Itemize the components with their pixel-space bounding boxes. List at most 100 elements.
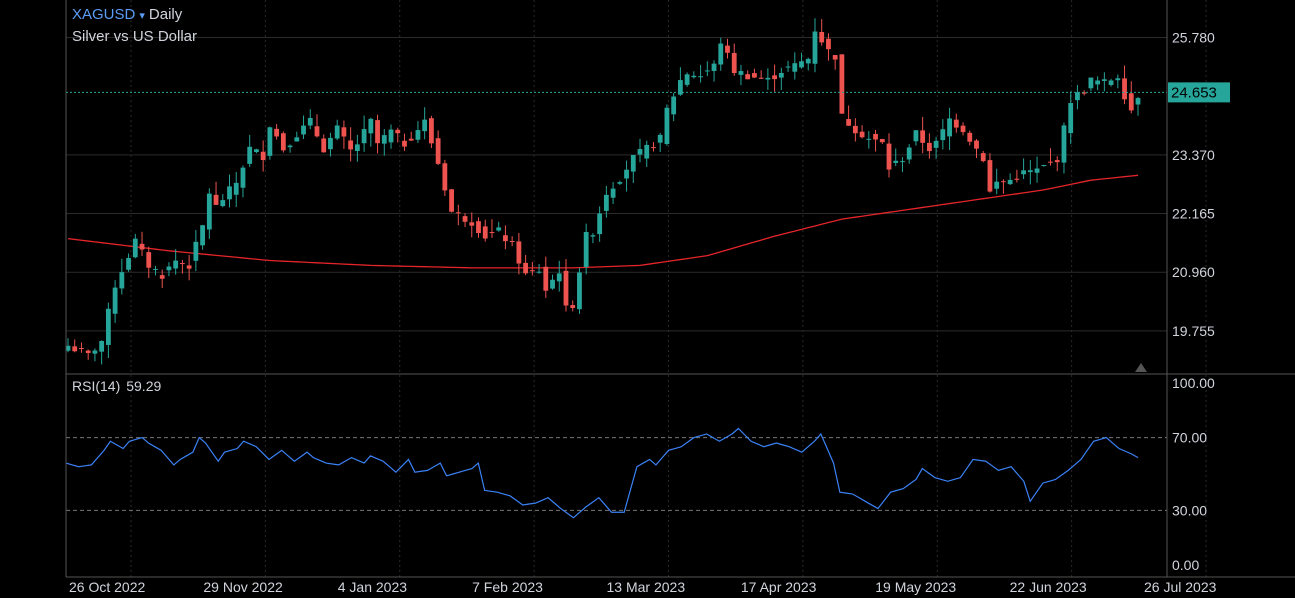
candle[interactable] (832, 54, 838, 70)
candle[interactable] (200, 224, 205, 250)
candle[interactable] (536, 263, 542, 274)
candle[interactable] (597, 206, 603, 242)
candle[interactable] (994, 168, 1000, 195)
candle[interactable] (180, 259, 185, 274)
candle[interactable] (684, 72, 690, 87)
candle[interactable] (711, 60, 717, 82)
candle[interactable] (651, 142, 656, 152)
candle[interactable] (301, 115, 306, 140)
candle[interactable] (819, 19, 825, 46)
candle[interactable] (677, 67, 683, 96)
candle[interactable] (570, 300, 576, 312)
candle[interactable] (1135, 96, 1141, 116)
candle[interactable] (280, 131, 286, 153)
candle[interactable] (1108, 78, 1114, 87)
candle[interactable] (664, 104, 670, 146)
candle[interactable] (799, 52, 804, 69)
candle[interactable] (731, 43, 737, 76)
candle[interactable] (1041, 164, 1047, 167)
candle[interactable] (967, 130, 973, 146)
candle[interactable] (361, 115, 367, 152)
candle[interactable] (879, 138, 885, 144)
candle[interactable] (388, 124, 394, 149)
candle[interactable] (422, 107, 428, 140)
candle[interactable] (765, 68, 771, 90)
candle[interactable] (381, 129, 387, 156)
candle[interactable] (603, 185, 609, 218)
candle[interactable] (455, 204, 461, 226)
candle[interactable] (206, 188, 212, 239)
candle[interactable] (785, 60, 791, 72)
candle[interactable] (906, 144, 912, 164)
candle[interactable] (523, 254, 529, 276)
candle[interactable] (354, 134, 360, 162)
candle[interactable] (509, 236, 515, 247)
candle[interactable] (933, 136, 939, 159)
candle[interactable] (132, 233, 138, 259)
candle[interactable] (139, 231, 145, 256)
candle[interactable] (866, 131, 872, 149)
candle[interactable] (307, 109, 313, 130)
candle[interactable] (112, 280, 118, 323)
candle[interactable] (1048, 148, 1053, 166)
candle[interactable] (1061, 122, 1067, 174)
candle[interactable] (85, 349, 91, 360)
candle[interactable] (126, 253, 131, 272)
candle[interactable] (1068, 91, 1074, 145)
candle[interactable] (368, 117, 374, 147)
candle[interactable] (1007, 173, 1013, 186)
candle[interactable] (873, 129, 878, 152)
candle[interactable] (1128, 81, 1134, 114)
candle[interactable] (1088, 77, 1094, 92)
candle[interactable] (469, 212, 475, 238)
candle[interactable] (408, 131, 414, 142)
candle[interactable] (159, 269, 165, 289)
candle[interactable] (489, 219, 495, 238)
candle[interactable] (529, 261, 535, 276)
candle[interactable] (1122, 65, 1127, 105)
candle[interactable] (960, 122, 966, 136)
candle[interactable] (193, 230, 199, 272)
candle[interactable] (482, 219, 488, 242)
candle[interactable] (590, 233, 596, 244)
candle[interactable] (657, 132, 663, 152)
candle[interactable] (92, 348, 98, 362)
candle[interactable] (516, 232, 522, 275)
candle[interactable] (698, 65, 703, 83)
candle[interactable] (321, 134, 327, 153)
candle[interactable] (852, 118, 858, 142)
candle[interactable] (812, 18, 818, 73)
candle[interactable] (186, 254, 192, 281)
candle[interactable] (704, 61, 710, 77)
candle[interactable] (980, 150, 986, 163)
candle[interactable] (778, 67, 784, 90)
candle[interactable] (462, 213, 468, 228)
candle[interactable] (153, 265, 158, 276)
candle[interactable] (691, 71, 697, 79)
candle[interactable] (435, 130, 441, 166)
candle[interactable] (1095, 76, 1101, 91)
candle[interactable] (99, 340, 105, 365)
candle[interactable] (671, 92, 677, 122)
candle[interactable] (402, 133, 407, 151)
candle[interactable] (610, 181, 616, 204)
candle[interactable] (119, 258, 125, 295)
candle[interactable] (1115, 74, 1121, 89)
candle[interactable] (953, 113, 959, 133)
candle[interactable] (745, 70, 751, 80)
candle[interactable] (476, 217, 481, 238)
candle[interactable] (375, 114, 380, 154)
candle[interactable] (637, 138, 643, 163)
candle[interactable] (725, 38, 730, 59)
candle[interactable] (792, 52, 798, 80)
candle[interactable] (334, 119, 340, 141)
candle[interactable] (577, 267, 582, 314)
candle[interactable] (294, 131, 300, 142)
candle[interactable] (442, 159, 448, 196)
candle[interactable] (428, 115, 434, 149)
candle[interactable] (644, 140, 650, 167)
candle[interactable] (79, 342, 84, 353)
candlestick-series[interactable] (65, 18, 1141, 365)
candle[interactable] (583, 223, 589, 275)
candle[interactable] (859, 125, 865, 139)
